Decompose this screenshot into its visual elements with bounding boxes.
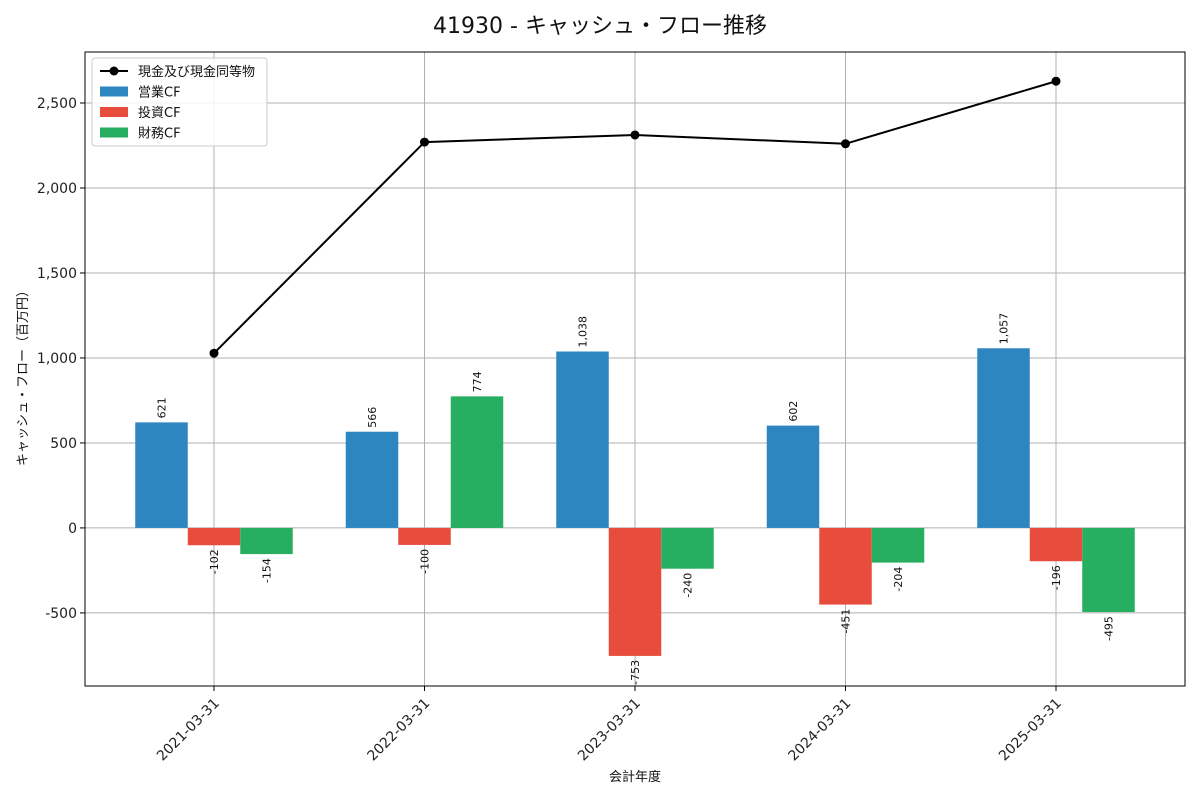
data-label: 774 xyxy=(471,371,484,392)
legend-label: 営業CF xyxy=(138,85,181,101)
x-tick-label: 2021-03-31 xyxy=(154,696,223,765)
legend-label: 現金及び現金同等物 xyxy=(138,64,255,80)
chart-title: 41930 - キャッシュ・フロー推移 xyxy=(433,14,767,39)
bar-営業CF xyxy=(345,431,399,528)
bar-投資CF xyxy=(819,527,872,605)
bar-財務CF xyxy=(240,527,293,555)
bar-財務CF xyxy=(1082,527,1135,613)
bar-投資CF xyxy=(398,527,451,545)
x-tick-label: 2024-03-31 xyxy=(785,696,854,765)
y-tick-label: 500 xyxy=(50,436,77,452)
bars xyxy=(135,348,1135,656)
cash-line-point xyxy=(1051,76,1061,86)
data-label: 1,038 xyxy=(577,316,590,348)
legend-label: 財務CF xyxy=(138,127,181,142)
cash-line-point xyxy=(420,137,429,147)
data-label: -204 xyxy=(892,567,905,592)
bar-営業CF xyxy=(135,422,188,528)
bar-営業CF xyxy=(556,351,609,528)
data-label: -154 xyxy=(261,558,274,583)
y-tick-label: 1,500 xyxy=(37,266,77,282)
x-axis: 2021-03-31 2022-03-31 2023-03-31 2024-03-31… xyxy=(154,686,1065,764)
legend-swatch xyxy=(100,127,128,138)
data-label: 602 xyxy=(787,401,800,422)
y-axis-label: キャッシュ・フロー（百万円） xyxy=(16,284,31,466)
data-label: 1,057 xyxy=(998,313,1011,345)
data-label: -100 xyxy=(419,549,432,574)
legend-box xyxy=(91,57,268,147)
data-label: -753 xyxy=(629,660,642,685)
y-tick-label: 0 xyxy=(68,521,77,537)
cash-line-point xyxy=(209,348,219,358)
bar-営業CF xyxy=(977,348,1030,528)
x-axis-label: 会計年度 xyxy=(609,769,661,785)
x-tick-label: 2022-03-31 xyxy=(364,696,433,765)
y-axis: -500 0 500 1,000 1,500 2,000 2,500 xyxy=(37,96,85,622)
data-label: -451 xyxy=(840,609,853,634)
y-tick-label: 2,000 xyxy=(37,181,77,197)
bar-投資CF xyxy=(1029,527,1083,562)
x-tick-label: 2023-03-31 xyxy=(575,696,644,765)
bar-財務CF xyxy=(450,396,504,528)
bar-投資CF xyxy=(608,527,662,656)
legend-swatch xyxy=(100,86,128,97)
y-tick-label: -500 xyxy=(45,606,77,622)
data-label: -240 xyxy=(682,573,695,598)
cash-line xyxy=(209,76,1061,358)
bar-財務CF xyxy=(871,527,925,563)
data-labels: 621 566 1,038 602 1,057 -102 -100 -753 -451 -196 -… xyxy=(156,313,1116,685)
legend-swatch xyxy=(100,107,128,117)
legend-label: 投資CF xyxy=(138,105,181,121)
y-tick-label: 2,500 xyxy=(37,96,77,112)
data-label: -196 xyxy=(1050,565,1063,590)
cash-line-point xyxy=(841,139,850,149)
data-label: -102 xyxy=(208,549,221,574)
y-tick-label: 1,000 xyxy=(37,351,77,367)
data-label: 566 xyxy=(366,407,379,428)
bar-営業CF xyxy=(766,425,820,528)
bar-投資CF xyxy=(187,527,241,546)
data-label: -495 xyxy=(1103,616,1116,641)
x-tick-label: 2025-03-31 xyxy=(996,696,1065,765)
data-label: 621 xyxy=(156,397,169,418)
legend-line-marker xyxy=(109,66,119,76)
bar-財務CF xyxy=(661,527,714,569)
cash-line-point xyxy=(630,130,640,140)
